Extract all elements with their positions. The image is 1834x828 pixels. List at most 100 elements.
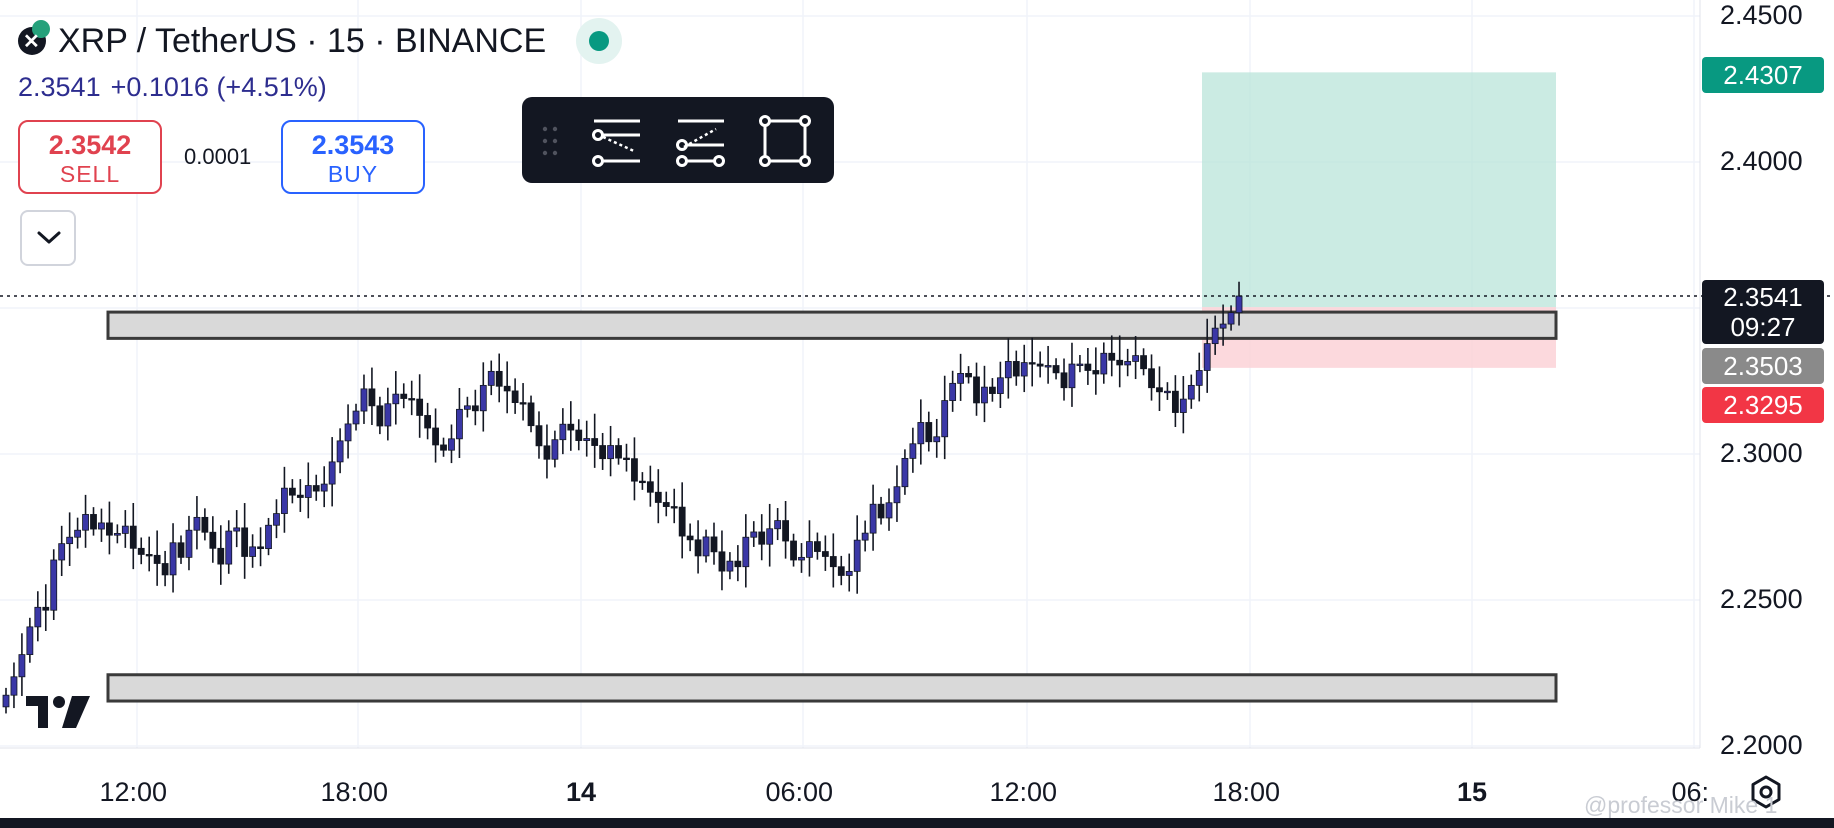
candle-body[interactable] — [909, 443, 917, 459]
candle-body[interactable] — [599, 445, 607, 460]
candle-body[interactable] — [456, 408, 463, 440]
long-position-tool-icon[interactable] — [674, 115, 728, 167]
candle-body[interactable] — [1036, 363, 1044, 367]
candle-body[interactable] — [996, 377, 1004, 394]
candle-body[interactable] — [1108, 352, 1116, 361]
candle-body[interactable] — [821, 551, 829, 557]
candle-body[interactable] — [694, 539, 702, 557]
drag-handle-icon[interactable] — [540, 125, 560, 157]
candle-body[interactable] — [129, 525, 137, 549]
candle-body[interactable] — [145, 554, 153, 557]
candle-body[interactable] — [1195, 370, 1203, 386]
candle-body[interactable] — [440, 444, 447, 451]
candle-body[interactable] — [50, 559, 58, 611]
candle-body[interactable] — [82, 514, 89, 531]
resistance-zone[interactable] — [106, 310, 1558, 340]
candle-body[interactable] — [607, 445, 614, 460]
candle-body[interactable] — [806, 541, 813, 558]
candle-body[interactable] — [519, 402, 527, 405]
candle-body[interactable] — [917, 422, 925, 445]
sell-button[interactable]: 2.3542 SELL — [18, 120, 162, 194]
candle-body[interactable] — [734, 560, 742, 568]
candle-body[interactable] — [726, 560, 734, 572]
candle-body[interactable] — [1124, 361, 1132, 366]
candle-body[interactable] — [471, 405, 479, 412]
candle-body[interactable] — [241, 527, 249, 557]
candle-body[interactable] — [90, 514, 97, 530]
rectangle-tool-icon[interactable] — [758, 115, 812, 167]
candle-body[interactable] — [1052, 365, 1060, 374]
candle-body[interactable] — [273, 513, 280, 526]
candle-body[interactable] — [10, 676, 18, 696]
candle-body[interactable] — [623, 457, 630, 460]
candle-body[interactable] — [1156, 387, 1163, 393]
candle-body[interactable] — [376, 405, 384, 427]
candle-body[interactable] — [1140, 355, 1147, 370]
candle-body[interactable] — [344, 423, 352, 442]
candle-body[interactable] — [702, 536, 710, 557]
candle-body[interactable] — [1203, 343, 1211, 371]
candle-body[interactable] — [893, 486, 901, 504]
candle-body[interactable] — [1084, 363, 1092, 371]
candle-body[interactable] — [217, 547, 225, 565]
candle-body[interactable] — [941, 400, 949, 438]
candle-body[interactable] — [249, 546, 257, 557]
support-zone[interactable] — [106, 673, 1558, 703]
candle-body[interactable] — [686, 535, 694, 541]
candle-body[interactable] — [646, 481, 654, 493]
candle-body[interactable] — [631, 458, 638, 482]
candle-body[interactable] — [463, 405, 471, 410]
candle-body[interactable] — [1235, 295, 1243, 314]
candle-body[interactable] — [281, 487, 288, 514]
candle-body[interactable] — [296, 494, 304, 498]
candle-body[interactable] — [901, 457, 909, 488]
candle-body[interactable] — [432, 427, 439, 446]
candle-body[interactable] — [193, 516, 201, 531]
candle-body[interactable] — [42, 606, 50, 611]
candle-body[interactable] — [58, 543, 66, 561]
candle-body[interactable] — [559, 423, 567, 441]
candle-body[interactable] — [26, 626, 34, 656]
candle-body[interactable] — [304, 485, 312, 498]
candle-body[interactable] — [766, 528, 774, 545]
candle-body[interactable] — [448, 438, 455, 451]
candle-body[interactable] — [1028, 362, 1036, 365]
buy-button[interactable]: 2.3543 BUY — [281, 120, 425, 194]
candle-body[interactable] — [742, 536, 750, 568]
candle-body[interactable] — [233, 527, 241, 532]
candle-body[interactable] — [408, 398, 416, 401]
candle-body[interactable] — [113, 533, 121, 536]
candle-body[interactable] — [1227, 312, 1235, 325]
candle-body[interactable] — [265, 524, 272, 550]
candle-body[interactable] — [106, 522, 113, 536]
candle-body[interactable] — [352, 410, 360, 425]
candle-body[interactable] — [527, 402, 535, 427]
candle-body[interactable] — [328, 461, 336, 485]
candle-body[interactable] — [575, 429, 583, 441]
stop-price-label[interactable]: 2.3295 — [1702, 387, 1824, 423]
candle-body[interactable] — [336, 440, 344, 463]
candle-body[interactable] — [225, 530, 233, 565]
candle-body[interactable] — [487, 370, 495, 386]
candle-body[interactable] — [177, 542, 185, 558]
candle-body[interactable] — [1164, 390, 1171, 394]
settings-icon[interactable] — [1748, 774, 1784, 810]
candle-body[interactable] — [392, 393, 400, 405]
candle-body[interactable] — [416, 398, 424, 416]
candle-body[interactable] — [66, 536, 74, 545]
candle-body[interactable] — [591, 438, 599, 446]
candle-body[interactable] — [1171, 390, 1179, 413]
candle-body[interactable] — [137, 547, 145, 555]
candle-body[interactable] — [837, 566, 845, 576]
candle-body[interactable] — [615, 445, 622, 459]
candle-body[interactable] — [1219, 323, 1227, 329]
candle-body[interactable] — [654, 491, 662, 503]
candle-body[interactable] — [869, 503, 877, 534]
candle-body[interactable] — [185, 529, 193, 558]
candle-body[interactable] — [169, 542, 177, 576]
candle-body[interactable] — [2, 694, 10, 708]
candle-body[interactable] — [814, 541, 821, 552]
candle-body[interactable] — [503, 385, 511, 392]
candle-body[interactable] — [34, 606, 42, 628]
symbol-header[interactable]: ✕ XRP / TetherUS · 15 · BINANCE — [18, 18, 623, 64]
